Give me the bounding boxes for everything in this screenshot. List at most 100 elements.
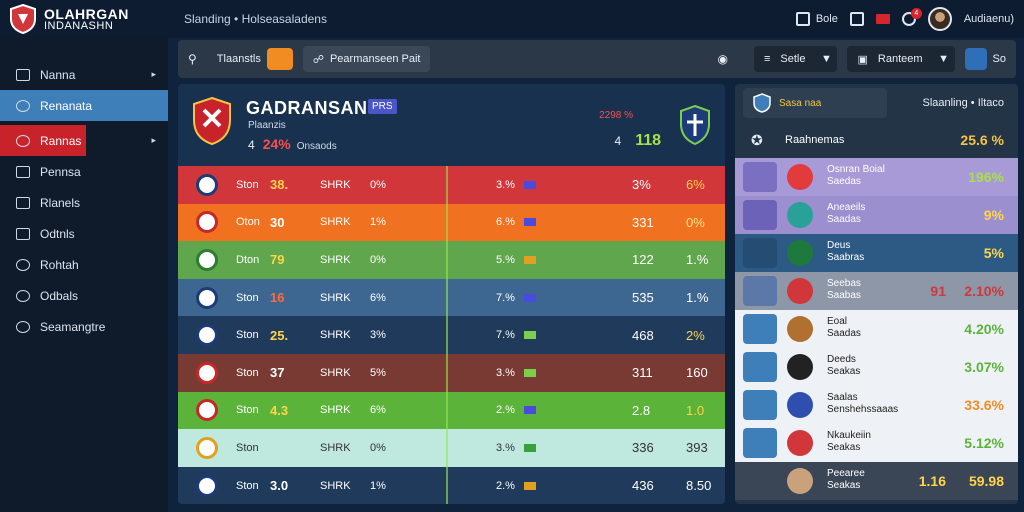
row-team: Ston bbox=[236, 329, 259, 342]
table-row[interactable]: Ston 25. SHRK 3% 7.% 468 2% bbox=[178, 316, 725, 354]
list-item[interactable]: Saalas Senshehssaaas 33.6% bbox=[735, 386, 1018, 424]
badge-icon bbox=[743, 314, 777, 344]
flag-icon bbox=[524, 406, 536, 415]
table-row[interactable]: Dton 79 SHRK 0% 5.% 122 1.% bbox=[178, 241, 725, 279]
window-icon bbox=[795, 12, 810, 26]
top-right-actions: Bole 4 Audiaenu) bbox=[795, 0, 1014, 38]
list-item[interactable]: Eoal Saadas 4.20% bbox=[735, 310, 1018, 348]
sidebar-item-label: Nanna bbox=[40, 67, 76, 82]
player-name: Osnran Boial Saedas bbox=[827, 164, 885, 188]
table-row[interactable]: Ston 3.0 SHRK 1% 2.% 436 8.50 bbox=[178, 466, 725, 504]
sidebar-item-label: Seamangtre bbox=[40, 319, 106, 334]
shield-icon bbox=[753, 93, 771, 113]
player-name-2: Saabas bbox=[827, 290, 861, 301]
sidebar-item-label: Odtnls bbox=[40, 226, 75, 241]
sidebar-item-rlanels[interactable]: Rlanels bbox=[0, 187, 168, 218]
row-pct-3: 160 bbox=[686, 365, 708, 381]
team-logo-icon bbox=[196, 173, 218, 196]
team-logo-icon bbox=[196, 436, 218, 459]
row-value: 311 bbox=[632, 365, 653, 381]
list-item[interactable]: Aneaeils Saadas 9% bbox=[735, 196, 1018, 234]
filter-button[interactable]: ☍ Pearmanseen Pait bbox=[302, 46, 431, 72]
ranteem-select[interactable]: ▣ Ranteem ▼ bbox=[847, 46, 955, 72]
row-pct-1: 0% bbox=[370, 178, 386, 191]
sidebar-item-nanna[interactable]: Nanna ▸ bbox=[0, 59, 168, 90]
list-item[interactable]: Deeds Seakas 3.07% bbox=[735, 348, 1018, 386]
player-name-1: Peearee bbox=[827, 468, 865, 479]
team-crest-icon bbox=[193, 96, 231, 146]
leaders-tab[interactable]: Sasa naa bbox=[743, 88, 887, 118]
row-pct-1: 5% bbox=[370, 366, 386, 379]
flag-icon bbox=[524, 481, 536, 490]
document-icon[interactable] bbox=[849, 12, 864, 26]
list-item[interactable]: Peearee Seakas 1.16 59.98 bbox=[735, 462, 1018, 500]
sidebar-item-rannas[interactable]: Rannas ▸ bbox=[0, 125, 156, 156]
team-logo-icon bbox=[196, 399, 218, 422]
ranteem-label: Ranteem bbox=[877, 53, 923, 65]
table-row[interactable]: Ston 16 SHRK 6% 7.% 535 1.% bbox=[178, 278, 725, 317]
sidebar-item-renanata[interactable]: Renanata bbox=[0, 90, 168, 121]
row-label: SHRK bbox=[320, 216, 351, 229]
row-pct-2: 7.% bbox=[496, 291, 515, 304]
search-control[interactable]: ⚲ Tlaanstls bbox=[188, 48, 293, 70]
player-avatar bbox=[787, 392, 813, 418]
avatar[interactable] bbox=[927, 7, 952, 31]
top-button-1-label: Bole bbox=[815, 13, 838, 25]
sidebar-item-seamangtre[interactable]: Seamangtre bbox=[0, 311, 168, 342]
row-pct-1: 6% bbox=[370, 404, 386, 417]
player-name: Aneaeils Saadas bbox=[827, 202, 865, 226]
player-name-1: Osnran Boial bbox=[827, 164, 885, 175]
orange-action-button[interactable] bbox=[266, 48, 293, 70]
row-pct-3: 0% bbox=[686, 214, 705, 230]
top-button-1[interactable]: Bole bbox=[795, 12, 838, 26]
standings-rows: Ston 38. SHRK 0% 3.% 3% 6% Oton 30 SHRK … bbox=[178, 166, 725, 504]
row-value: 3% bbox=[632, 177, 651, 193]
sidebar-item-odbals[interactable]: Odbals bbox=[0, 280, 168, 311]
table-row[interactable]: Oton 30 SHRK 1% 6.% 331 0% bbox=[178, 203, 725, 242]
sidebar-item-odtnls[interactable]: Odtnls bbox=[0, 218, 168, 249]
row-pct-2: 7.% bbox=[496, 329, 515, 342]
table-row[interactable]: Ston 37 SHRK 5% 3.% 311 160 bbox=[178, 353, 725, 392]
sliders-icon: ≡ bbox=[763, 53, 771, 65]
badge-icon bbox=[743, 390, 777, 420]
list-item[interactable]: Nkaukeiin Seakas 5.12% bbox=[735, 424, 1018, 462]
sidebar-item-pennsa[interactable]: Pennsa bbox=[0, 156, 168, 187]
table-row[interactable]: Ston 4.3 SHRK 6% 2.% 2.8 1.0 bbox=[178, 391, 725, 430]
row-points: 30 bbox=[270, 214, 285, 230]
leaders-subheader: ✪ Raahnemas 25.6 % bbox=[735, 122, 1018, 158]
row-points: 4.3 bbox=[270, 402, 289, 418]
player-name-1: Deus bbox=[827, 240, 851, 251]
user-name[interactable]: Audiaenu) bbox=[963, 13, 1014, 25]
row-pct-1: 1% bbox=[370, 216, 386, 229]
list-icon bbox=[16, 196, 30, 209]
panel-right-pre: 4 bbox=[614, 134, 622, 148]
so-button[interactable]: So bbox=[964, 48, 1006, 70]
row-points: 3.0 bbox=[270, 478, 289, 494]
record-icon[interactable]: ◉ bbox=[717, 52, 728, 66]
notification-icon[interactable]: 4 bbox=[901, 8, 922, 26]
table-row[interactable]: Ston 38. SHRK 0% 3.% 3% 6% bbox=[178, 166, 725, 204]
setle-select[interactable]: ≡ Setle ▼ bbox=[753, 46, 838, 72]
list-item[interactable]: Seebas Saabas 91 2.10% bbox=[735, 272, 1018, 310]
opponent-crest-icon bbox=[680, 104, 710, 146]
panel-right-top: 2298 % bbox=[599, 110, 633, 121]
target-icon bbox=[16, 289, 30, 302]
panel-right-value: 4 118 bbox=[615, 132, 662, 150]
team-logo-icon bbox=[196, 286, 218, 309]
panel-stat: 4 24% Onsaods bbox=[248, 136, 337, 152]
player-name-1: Seebas bbox=[827, 278, 861, 289]
people-icon bbox=[16, 165, 30, 178]
row-label: SHRK bbox=[320, 441, 351, 454]
table-row[interactable]: Ston SHRK 0% 3.% 336 393 bbox=[178, 429, 725, 467]
sidebar-item-rohtah[interactable]: Rohtah bbox=[0, 249, 168, 280]
badge-icon bbox=[743, 466, 777, 496]
flag-icon bbox=[524, 218, 536, 227]
list-item[interactable]: Osnran Boial Saedas 196% bbox=[735, 158, 1018, 196]
list-item[interactable]: Deus Saabras 5% bbox=[735, 234, 1018, 272]
link-icon: ☍ bbox=[312, 53, 324, 66]
brand[interactable]: OLAHRGAN INDANASHN bbox=[0, 0, 168, 38]
row-label: SHRK bbox=[320, 329, 351, 342]
player-extra: 91 bbox=[930, 283, 946, 299]
player-name-2: Senshehssaaas bbox=[827, 404, 899, 415]
flag-icon[interactable] bbox=[875, 14, 890, 24]
